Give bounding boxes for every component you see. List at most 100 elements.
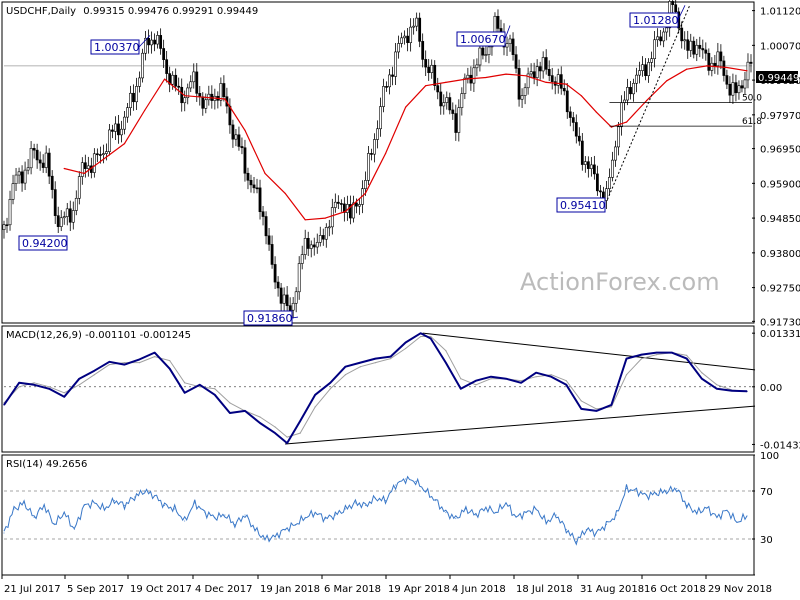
x-tick-label: 21 Jul 2017	[4, 584, 61, 595]
candle-body	[327, 226, 331, 229]
candle-body	[478, 47, 482, 66]
callout-leader	[138, 35, 151, 48]
macd-main-line-point	[244, 410, 246, 412]
candle-body	[333, 201, 337, 208]
rsi-point	[83, 504, 85, 506]
candle-body	[448, 97, 452, 111]
candle-body	[65, 208, 69, 217]
candle-body	[74, 197, 78, 211]
candle-body	[520, 95, 524, 100]
macd-signal-line-point	[344, 374, 346, 376]
rsi-point	[395, 484, 397, 486]
candle-body	[635, 74, 638, 84]
y-tick-label: 0.91730	[760, 317, 800, 328]
macd-y-tick-label: 0.00	[760, 383, 782, 394]
candle-body	[201, 96, 205, 109]
candle-body	[180, 86, 184, 104]
candle-body	[120, 128, 123, 136]
candle-body	[92, 153, 96, 173]
candle-body	[680, 27, 684, 42]
rsi-point	[465, 508, 467, 510]
candle-body	[583, 161, 587, 165]
rsi-point	[656, 492, 658, 494]
candle-body	[264, 216, 268, 237]
moving-average-line-point	[324, 217, 326, 219]
candle-body	[26, 167, 30, 171]
candle-body	[403, 35, 407, 39]
rsi-point	[43, 504, 45, 506]
rsi-point	[164, 504, 166, 506]
symbol-label: USDCHF,Daily	[6, 6, 76, 17]
rsi-point	[33, 516, 35, 518]
candle-body	[547, 68, 551, 76]
candle-body	[105, 151, 108, 154]
candle-body	[388, 74, 391, 88]
rsi-point	[174, 508, 176, 510]
candle-body	[647, 62, 650, 77]
rsi-point	[626, 488, 627, 490]
candle-body	[153, 39, 157, 45]
candle-body	[650, 58, 653, 63]
callout-box	[456, 31, 506, 47]
moving-average-line-point	[425, 85, 427, 87]
candle-body	[321, 235, 325, 240]
rsi-point	[364, 504, 366, 506]
candle-body	[367, 153, 370, 181]
candle-body	[243, 147, 247, 174]
macd-signal-line-point	[154, 356, 156, 358]
candle-body	[8, 199, 12, 226]
rsi-point	[334, 514, 336, 516]
candle-body	[689, 40, 693, 51]
rsi-point	[616, 514, 617, 516]
moving-average-line-point	[686, 68, 688, 70]
candle-body	[505, 43, 509, 48]
candle-body	[330, 207, 334, 228]
candle-body	[234, 134, 238, 140]
rsi-point	[415, 480, 417, 482]
macd-main-line-point	[445, 362, 447, 364]
candle-body	[80, 162, 84, 177]
candle-body	[662, 31, 666, 42]
callout-leader	[677, 5, 686, 21]
candle-body	[138, 77, 141, 87]
macd-main-line-point	[63, 396, 65, 398]
macd-lower-trendline	[285, 405, 756, 445]
rsi-point	[475, 514, 477, 516]
candle-body	[47, 152, 51, 177]
macd-main-line-point	[123, 364, 126, 366]
candle-body	[544, 57, 548, 70]
rsi-point	[535, 508, 537, 510]
candle-body	[132, 92, 135, 103]
macd-main-line-point	[359, 362, 361, 364]
candle-body	[159, 35, 163, 49]
y-tick-label: 0.92750	[760, 284, 800, 295]
candle-body	[686, 39, 690, 51]
rsi-point	[13, 508, 15, 510]
macd-signal-line-point	[93, 374, 95, 376]
macd-upper-trendline	[422, 332, 756, 371]
rsi-point	[244, 514, 246, 516]
candle-body	[252, 184, 256, 189]
moving-average-line-point	[610, 126, 613, 128]
candle-body	[698, 44, 702, 49]
watermark: ActionForex.com	[520, 268, 720, 296]
candle-body	[62, 216, 66, 219]
candle-body	[111, 129, 114, 132]
candle-body	[352, 202, 355, 219]
rsi-point	[385, 500, 386, 502]
candle-body	[526, 73, 530, 89]
macd-main-line-point	[138, 358, 141, 360]
candle-body	[240, 146, 244, 149]
candle-body	[348, 204, 352, 219]
candle-body	[529, 71, 533, 75]
macd-signal-line-point	[641, 358, 643, 360]
macd-main-line-point	[430, 337, 432, 340]
rsi-point	[565, 528, 567, 530]
moving-average-line-point	[83, 172, 85, 174]
candle-body	[451, 109, 455, 114]
rsi-point	[555, 514, 557, 516]
rsi-point	[274, 536, 276, 538]
candle-body	[641, 64, 644, 71]
candle-body	[457, 107, 461, 133]
candle-body	[129, 92, 132, 109]
